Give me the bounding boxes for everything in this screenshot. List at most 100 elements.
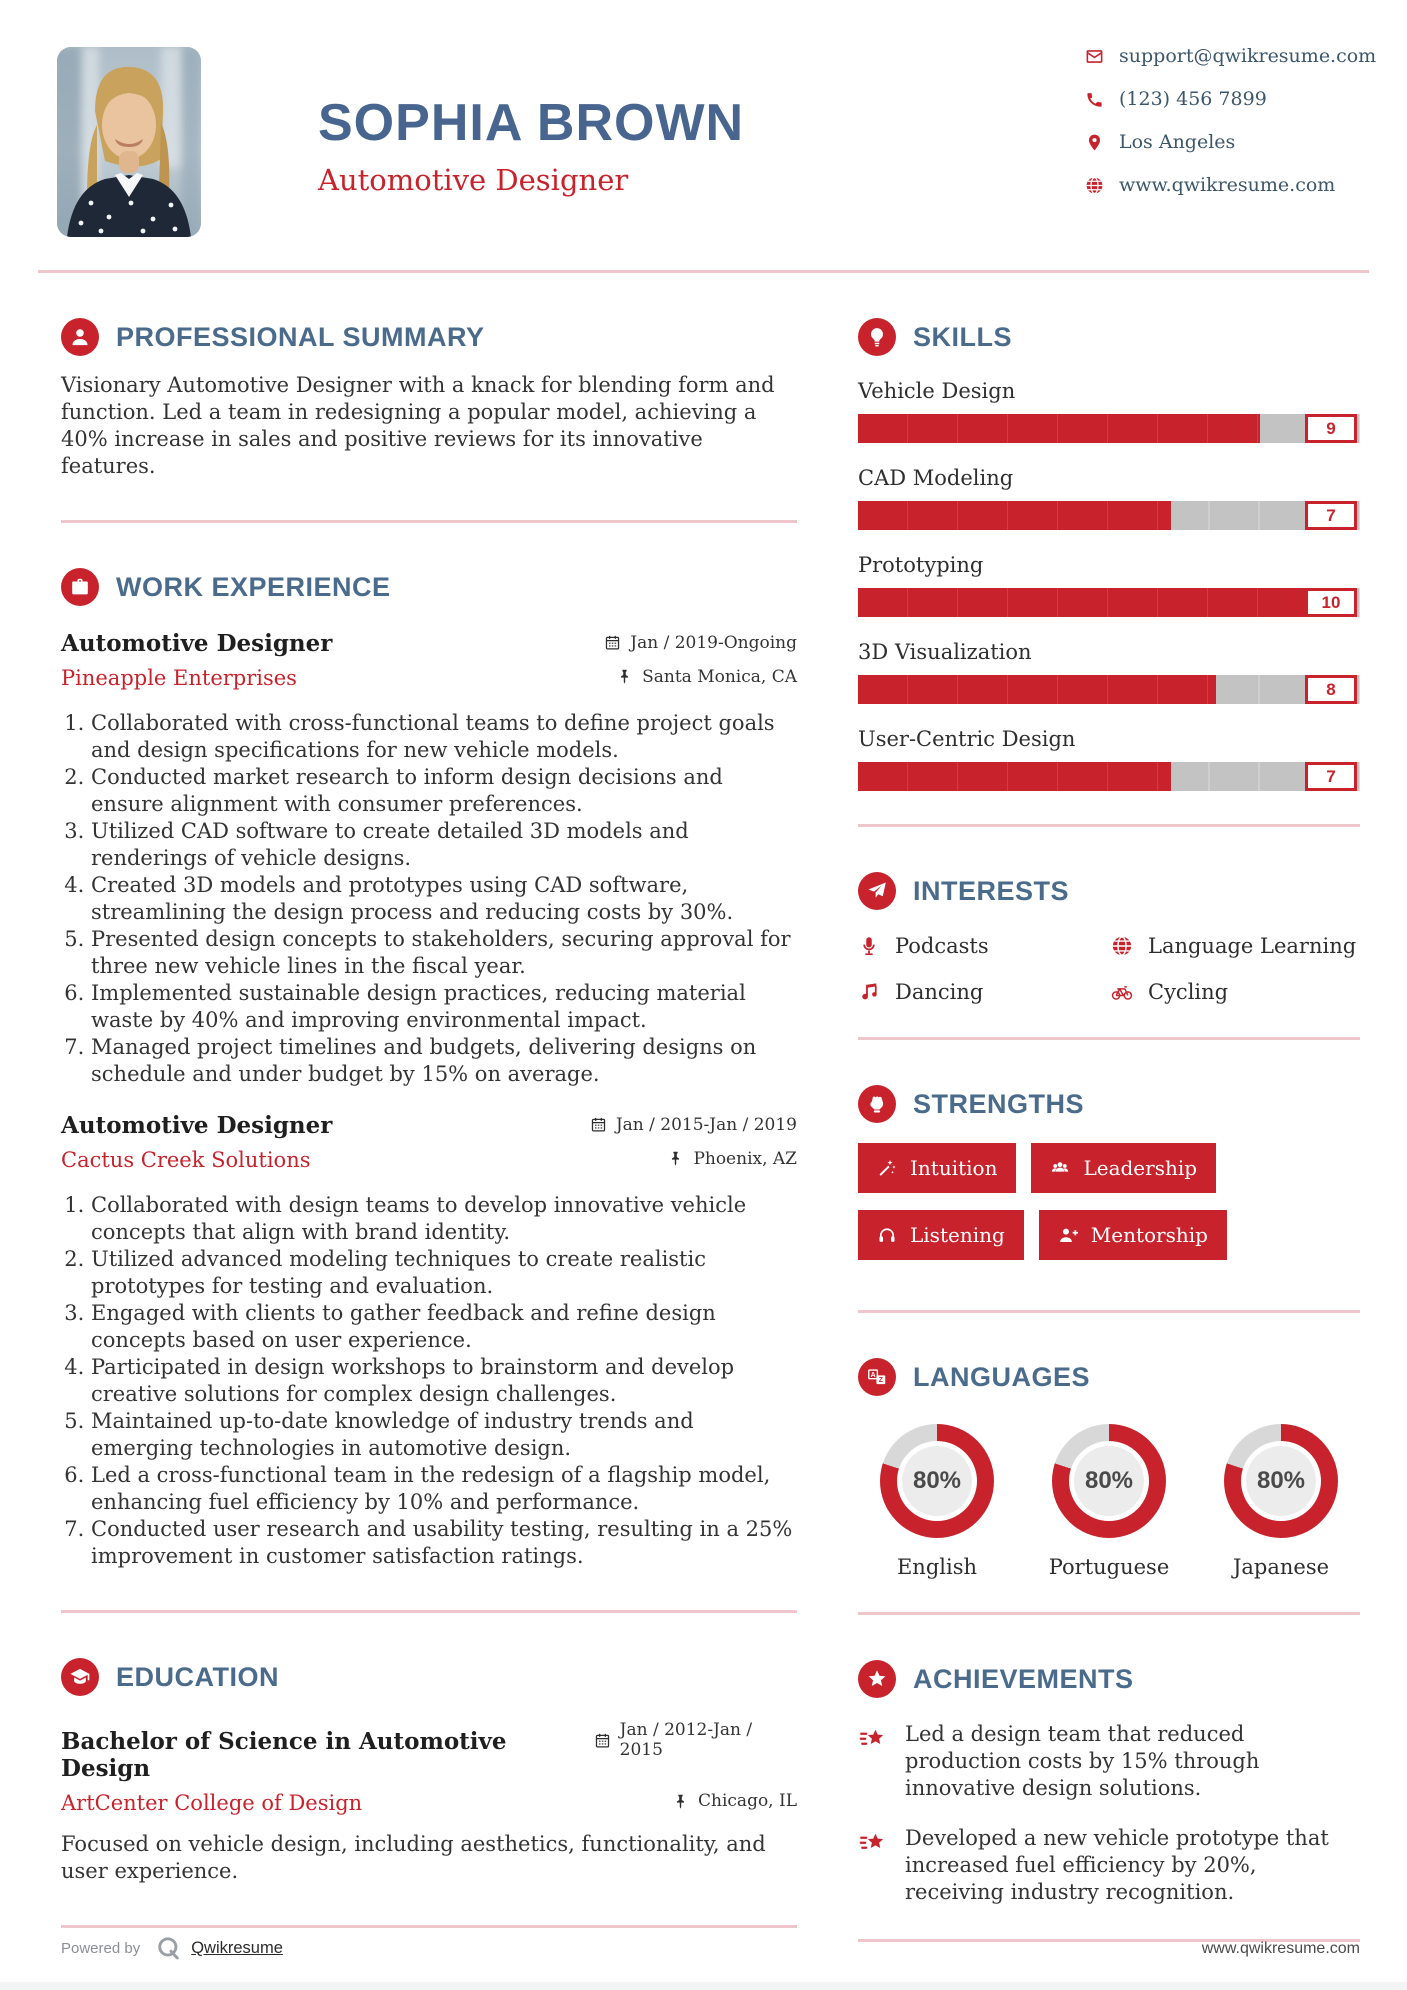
summary-text: Visionary Automotive Designer with a kna… (61, 373, 775, 478)
interest-label: Podcasts (895, 934, 989, 958)
pushpin-icon (616, 668, 633, 685)
job-location-text: Phoenix, AZ (693, 1148, 797, 1169)
job-subheader-row: Cactus Creek Solutions Phoenix, AZ (61, 1139, 797, 1172)
strength-label: Intuition (910, 1156, 998, 1180)
skill-value-badge: 10 (1305, 588, 1357, 617)
strength-label: Mentorship (1090, 1223, 1208, 1247)
achievement-item: Led a design team that reduced productio… (858, 1721, 1360, 1802)
person-name: SOPHIA BROWN (318, 94, 745, 152)
language-percent: 80% (1074, 1446, 1144, 1516)
strength-chip: Leadership (1031, 1143, 1217, 1193)
summary-heading: PROFESSIONAL SUMMARY (61, 318, 797, 356)
contact-text[interactable]: www.qwikresume.com (1119, 174, 1336, 196)
pushpin-icon (672, 1793, 689, 1810)
summary-heading-label: PROFESSIONAL SUMMARY (116, 321, 485, 352)
achievement-text: Developed a new vehicle prototype that i… (905, 1826, 1329, 1904)
language-donut: 80% (1224, 1424, 1338, 1538)
language-item: 80% English (864, 1424, 1010, 1579)
right-column: SKILLS Vehicle Design 9 CAD Modeling 7 Proto… (858, 273, 1360, 1942)
job-company: Pineapple Enterprises (61, 666, 297, 690)
interest-label: Cycling (1148, 980, 1229, 1004)
contact-text[interactable]: Los Angeles (1119, 131, 1236, 153)
language-item: 80% Portuguese (1036, 1424, 1182, 1579)
job-bullet: Maintained up-to-date knowledge of indus… (91, 1408, 797, 1462)
job-location: Santa Monica, CA (616, 667, 797, 687)
music-note-icon (858, 981, 880, 1003)
education-date: Jan / 2012-Jan / 2015 (594, 1720, 797, 1760)
svg-text:A: A (871, 1372, 876, 1379)
job-bullet: Collaborated with design teams to develo… (91, 1192, 797, 1246)
users-icon (1050, 1158, 1070, 1178)
section-professional-summary: PROFESSIONAL SUMMARY Visionary Automotiv… (61, 318, 797, 480)
email-icon (1085, 47, 1104, 66)
footer-website-link[interactable]: www.qwikresume.com (1201, 1939, 1360, 1957)
profile-photo (57, 47, 201, 237)
skill-bar: 8 (858, 675, 1360, 704)
strength-label: Listening (910, 1223, 1005, 1247)
svg-text:Z: Z (879, 1377, 883, 1384)
contact-item: (123) 456 7899 (1085, 87, 1376, 111)
contact-text[interactable]: support@qwikresume.com (1119, 45, 1377, 67)
section-strengths: STRENGTHS Intuition Leadership Listening Me… (858, 1085, 1360, 1277)
job-title: Automotive Designer (61, 1112, 333, 1139)
location-pin-icon (1085, 133, 1104, 152)
skill-bar-fill (858, 762, 1171, 791)
job-bullet: Managed project timelines and budgets, d… (91, 1034, 797, 1088)
contact-item: www.qwikresume.com (1085, 173, 1376, 197)
job-date-text: Jan / 2019-Ongoing (630, 632, 797, 653)
strengths-heading-label: STRENGTHS (913, 1088, 1085, 1119)
contact-item: support@qwikresume.com (1085, 44, 1376, 68)
skill-bar-fill (858, 414, 1261, 443)
education-entry: Bachelor of Science in Automotive Design… (61, 1720, 797, 1885)
calendar-icon (594, 1732, 611, 1749)
job-header-row: Automotive Designer Jan / 2019-Ongoing (61, 630, 797, 657)
job-bullet: Participated in design workshops to brai… (91, 1354, 797, 1408)
divider (61, 1610, 797, 1613)
skill-bar: 7 (858, 501, 1360, 530)
skills-heading-label: SKILLS (913, 321, 1013, 352)
header-divider (38, 270, 1369, 273)
skill-row: 3D Visualization 8 (858, 640, 1360, 704)
achievement-text: Led a design team that reduced productio… (905, 1722, 1260, 1800)
job-bullet: Utilized CAD software to create detailed… (91, 818, 797, 872)
job-entry: Automotive Designer Jan / 2015-Jan / 2019… (61, 1112, 797, 1570)
job-date: Jan / 2019-Ongoing (604, 633, 797, 653)
left-column: PROFESSIONAL SUMMARY Visionary Automotiv… (61, 273, 797, 1928)
divider (858, 824, 1360, 827)
briefcase-icon (61, 568, 99, 606)
skill-name: CAD Modeling (858, 466, 1014, 490)
job-title: Automotive Designer (61, 630, 333, 657)
skill-name: Vehicle Design (858, 379, 1016, 403)
headphones-icon (877, 1225, 897, 1245)
contact-text[interactable]: (123) 456 7899 (1119, 88, 1267, 110)
interest-label: Dancing (895, 980, 984, 1004)
calendar-icon (604, 634, 621, 651)
education-heading-label: EDUCATION (116, 1661, 279, 1692)
skill-bar: 9 (858, 414, 1360, 443)
skills-heading: SKILLS (858, 318, 1360, 356)
strength-chip: Mentorship (1038, 1210, 1227, 1260)
section-skills: SKILLS Vehicle Design 9 CAD Modeling 7 Proto… (858, 318, 1360, 791)
interests-grid: Podcasts Language Learning Dancing Cycling (858, 934, 1360, 1004)
globe-icon (1085, 176, 1104, 195)
microphone-icon (858, 935, 880, 957)
achievements-heading-label: ACHIEVEMENTS (913, 1663, 1134, 1694)
section-achievements: ACHIEVEMENTS Led a design team that redu… (858, 1660, 1360, 1906)
skill-name: Prototyping (858, 553, 984, 577)
section-work-experience: WORK EXPERIENCE Automotive Designer Jan /… (61, 568, 797, 1570)
job-bullet: Conducted market research to inform desi… (91, 764, 797, 818)
work-heading-label: WORK EXPERIENCE (116, 571, 391, 602)
job-bullet: Engaged with clients to gather feedback … (91, 1300, 797, 1354)
job-bullet: Presented design concepts to stakeholder… (91, 926, 797, 980)
interests-heading: INTERESTS (858, 872, 1360, 910)
qwikresume-link[interactable]: Qwikresume (191, 1939, 283, 1957)
job-entry: Automotive Designer Jan / 2019-Ongoing Pin… (61, 630, 797, 1088)
divider (61, 1924, 797, 1928)
languages-heading-label: LANGUAGES (913, 1361, 1091, 1392)
paper-plane-icon (858, 872, 896, 910)
divider (858, 1939, 1360, 1942)
skill-row: User-Centric Design 7 (858, 727, 1360, 791)
language-donut: 80% (880, 1424, 994, 1538)
